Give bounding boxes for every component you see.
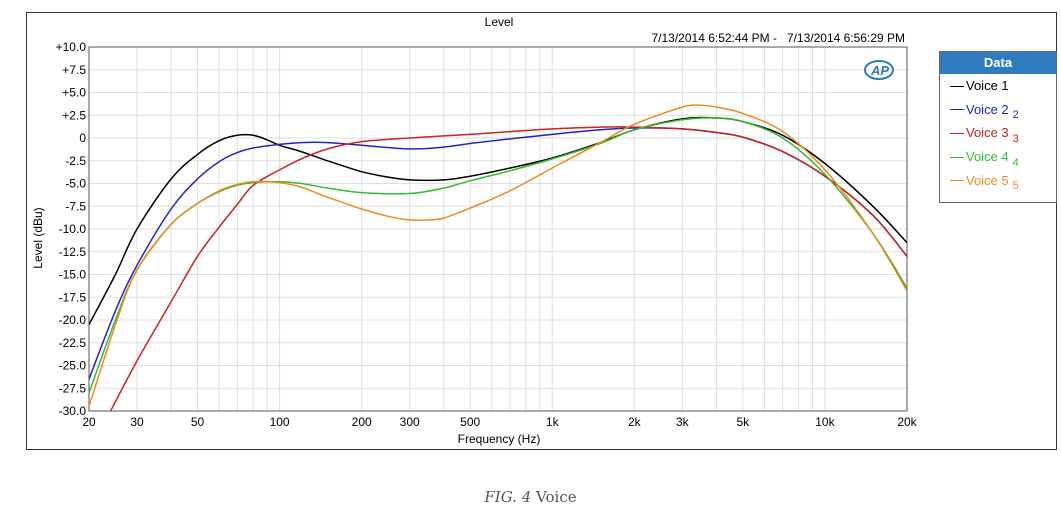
x-tick-label: 5k <box>736 415 750 429</box>
x-tick-label: 50 <box>191 415 205 429</box>
figure-caption: FIG. 4 Voice <box>0 488 1061 506</box>
x-axis-title: Frequency (Hz) <box>458 432 541 446</box>
caption-figure-number: FIG. 4 <box>484 488 532 506</box>
y-tick-label: +10.0 <box>56 40 87 54</box>
x-tick-label: 30 <box>130 415 144 429</box>
legend-swatch <box>950 156 964 158</box>
y-tick-label: +7.5 <box>62 63 86 77</box>
y-tick-label: -15.0 <box>59 268 87 282</box>
series-line-4 <box>89 117 907 394</box>
x-tick-label: 20k <box>897 415 917 429</box>
x-tick-label: 200 <box>352 415 372 429</box>
x-tick-label: 10k <box>815 415 835 429</box>
plot-border <box>88 46 908 412</box>
y-tick-label: -10.0 <box>59 222 87 236</box>
y-tick-label: 0 <box>79 131 86 145</box>
legend-swatch <box>950 85 964 87</box>
y-tick-label: -30.0 <box>59 404 87 418</box>
legend-label: Voice 5 <box>966 172 1009 188</box>
x-tick-label: 20 <box>82 415 96 429</box>
legend-index: 3 <box>1012 132 1019 145</box>
y-tick-label: +5.0 <box>62 86 86 100</box>
caption-text: Voice <box>536 488 577 506</box>
legend-swatch <box>950 109 964 111</box>
y-tick-label: -2.5 <box>65 154 86 168</box>
chart-timestamp: 7/13/2014 6:52:44 PM - 7/13/2014 6:56:29… <box>651 31 905 45</box>
x-tick-label: 500 <box>460 415 480 429</box>
legend-label: Voice 1 <box>966 78 1009 94</box>
plot-area: +10.0 +7.5 +5.0 +2.5 0 -2.5 -5.0 -7.5 -10.0 -12.5… <box>56 40 918 429</box>
legend-index: 5 <box>1012 180 1019 193</box>
series-line-1 <box>89 116 907 325</box>
y-tick-label: -27.5 <box>59 381 87 395</box>
y-axis-title: Level (dBu) <box>31 207 45 268</box>
y-tick-label: -7.5 <box>65 199 86 213</box>
series-line-5 <box>89 104 907 407</box>
chart-frame: Level 7/13/2014 6:52:44 PM - 7/13/2014 6… <box>26 12 1057 450</box>
y-tick-label: -22.5 <box>59 336 87 350</box>
y-tick-label: +2.5 <box>62 108 86 122</box>
y-tick-label: -25.0 <box>59 359 87 373</box>
legend-item-1[interactable]: Voice 1 <box>940 74 1056 98</box>
y-tick-label: -5.0 <box>65 177 86 191</box>
x-tick-label: 300 <box>400 415 420 429</box>
legend-label: Voice 4 <box>966 149 1009 165</box>
chart-title: Level <box>485 15 514 29</box>
ap-logo-text: AP <box>870 63 889 78</box>
series-line-3 <box>109 126 907 411</box>
series-line-2 <box>89 127 907 380</box>
y-tick-label: -17.5 <box>59 290 87 304</box>
level-chart: Level 7/13/2014 6:52:44 PM - 7/13/2014 6… <box>31 15 918 446</box>
legend-swatch <box>950 132 964 134</box>
legend-label: Voice 2 <box>966 101 1009 117</box>
legend-swatch <box>950 180 964 182</box>
x-tick-label: 100 <box>270 415 290 429</box>
legend-title: Data <box>940 52 1056 74</box>
y-tick-label: -20.0 <box>59 313 87 327</box>
x-tick-label: 2k <box>628 415 642 429</box>
legend-index: 2 <box>1012 109 1019 122</box>
legend-label: Voice 3 <box>966 125 1009 141</box>
x-tick-label: 1k <box>546 415 560 429</box>
legend-index: 4 <box>1012 156 1019 169</box>
y-tick-label: -12.5 <box>59 245 87 259</box>
legend: Data Voice 1 Voice 2 2 Voice 3 3 Voice 4 4 Voic… <box>939 51 1057 203</box>
ap-logo: AP <box>864 60 894 80</box>
x-tick-label: 3k <box>676 415 690 429</box>
